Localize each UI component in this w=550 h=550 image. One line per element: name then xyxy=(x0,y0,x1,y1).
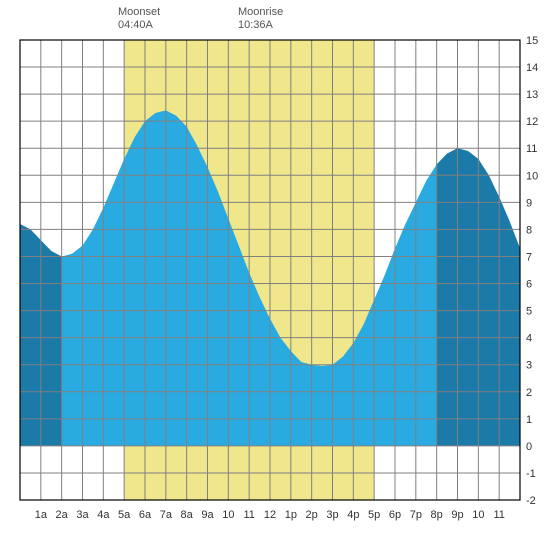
svg-text:5: 5 xyxy=(526,306,532,318)
svg-text:12: 12 xyxy=(526,116,538,128)
svg-text:11: 11 xyxy=(526,143,537,155)
svg-text:1: 1 xyxy=(526,414,532,426)
svg-text:3: 3 xyxy=(526,360,532,372)
svg-text:-1: -1 xyxy=(526,468,536,480)
svg-text:-2: -2 xyxy=(526,495,536,507)
svg-text:7a: 7a xyxy=(160,509,173,521)
svg-text:9a: 9a xyxy=(201,509,214,521)
svg-text:2a: 2a xyxy=(56,509,69,521)
svg-text:9p: 9p xyxy=(451,509,463,521)
svg-text:7p: 7p xyxy=(410,509,422,521)
svg-text:6p: 6p xyxy=(389,509,401,521)
svg-text:11: 11 xyxy=(493,509,504,521)
svg-text:14: 14 xyxy=(526,62,538,74)
svg-text:8p: 8p xyxy=(431,509,443,521)
svg-text:11: 11 xyxy=(243,509,254,521)
svg-text:8: 8 xyxy=(526,224,532,236)
moonrise-time: 10:36A xyxy=(238,19,283,32)
svg-text:3p: 3p xyxy=(326,509,338,521)
moonset-time: 04:40A xyxy=(118,19,160,32)
svg-text:3a: 3a xyxy=(76,509,89,521)
tide-chart: Moonset 04:40A Moonrise 10:36A -2-101234… xyxy=(0,0,550,550)
svg-text:5p: 5p xyxy=(368,509,380,521)
svg-text:1a: 1a xyxy=(35,509,48,521)
svg-text:10: 10 xyxy=(472,509,484,521)
svg-text:10: 10 xyxy=(222,509,234,521)
moonrise-annotation: Moonrise 10:36A xyxy=(238,6,283,32)
svg-text:13: 13 xyxy=(526,89,538,101)
svg-text:6a: 6a xyxy=(139,509,152,521)
svg-text:8a: 8a xyxy=(181,509,194,521)
svg-text:5a: 5a xyxy=(118,509,131,521)
chart-svg: -2-101234567891011121314151a2a3a4a5a6a7a… xyxy=(0,0,550,550)
svg-text:4a: 4a xyxy=(97,509,110,521)
moonrise-label: Moonrise xyxy=(238,6,283,19)
svg-text:2p: 2p xyxy=(306,509,318,521)
svg-text:10: 10 xyxy=(526,170,538,182)
svg-text:7: 7 xyxy=(526,251,532,263)
svg-text:0: 0 xyxy=(526,441,532,453)
svg-text:6: 6 xyxy=(526,279,532,291)
moonset-annotation: Moonset 04:40A xyxy=(118,6,160,32)
svg-text:12: 12 xyxy=(264,509,276,521)
svg-text:9: 9 xyxy=(526,197,532,209)
svg-text:4p: 4p xyxy=(347,509,359,521)
moonset-label: Moonset xyxy=(118,6,160,19)
svg-text:1p: 1p xyxy=(285,509,297,521)
svg-text:2: 2 xyxy=(526,387,532,399)
svg-text:4: 4 xyxy=(526,333,532,345)
svg-text:15: 15 xyxy=(526,35,538,47)
